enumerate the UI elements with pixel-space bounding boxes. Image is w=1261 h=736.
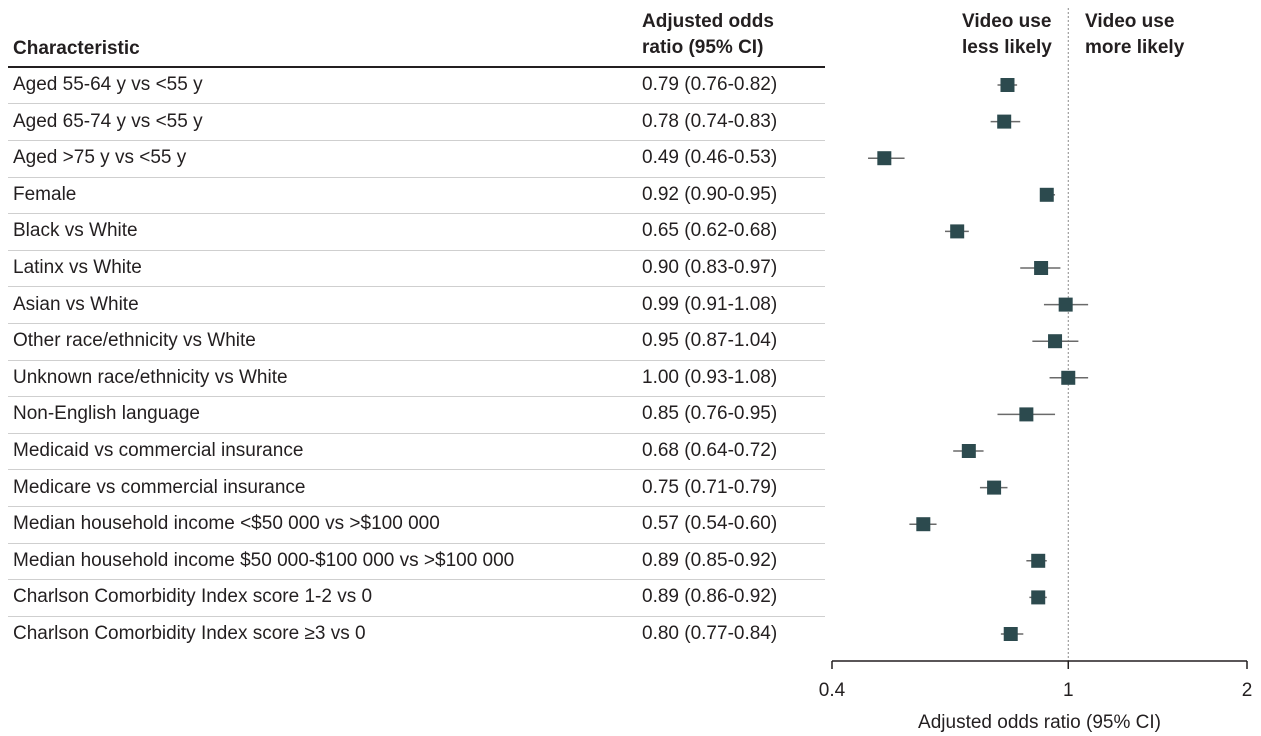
row-odds-ratio: 0.99 (0.91-1.08): [642, 293, 778, 315]
row-label: Median household income <$50 000 vs >$10…: [13, 513, 440, 535]
point-estimate-marker: [1003, 627, 1018, 641]
row-odds-ratio: 1.00 (0.93-1.08): [642, 366, 778, 388]
point-estimate-marker: [1034, 261, 1049, 275]
row-odds-ratio: 0.92 (0.90-0.95): [642, 183, 778, 205]
row-separator: [8, 506, 825, 507]
row-odds-ratio: 0.89 (0.85-0.92): [642, 549, 778, 571]
row-odds-ratio: 0.80 (0.77-0.84): [642, 623, 778, 644]
row-label: Latinx vs White: [13, 257, 142, 278]
row-separator: [8, 140, 825, 141]
less-likely-header-line1: Video use: [962, 11, 1052, 32]
point-estimate-marker: [1031, 553, 1046, 568]
point-estimate-marker: [1000, 78, 1015, 92]
point-estimate-marker: [1031, 590, 1046, 605]
row-separator: [8, 177, 825, 178]
row-odds-ratio: 0.78 (0.74-0.83): [642, 110, 778, 132]
point-estimate-marker: [1039, 187, 1054, 202]
row-separator: [8, 616, 825, 617]
row-label: Medicare vs commercial insurance: [13, 476, 306, 498]
row-odds-ratio: 0.49 (0.46-0.53): [642, 147, 778, 169]
header-rule: [8, 66, 825, 68]
row-label: Black vs White: [13, 220, 138, 242]
row-separator: [8, 396, 825, 397]
less-likely-header-line2: less likely: [962, 37, 1052, 58]
odds-ratio-header-line2: ratio (95% CI): [642, 37, 764, 58]
row-separator: [8, 433, 825, 434]
row-label: Aged >75 y vs <55 y: [13, 147, 187, 169]
row-separator: [8, 213, 825, 214]
row-separator: [8, 469, 825, 470]
row-odds-ratio: 0.68 (0.64-0.72): [642, 440, 778, 461]
row-separator: [8, 360, 825, 361]
point-estimate-marker: [987, 480, 1002, 495]
row-separator: [8, 286, 825, 287]
point-estimate-marker: [950, 224, 965, 239]
row-odds-ratio: 0.95 (0.87-1.04): [642, 330, 778, 352]
row-label: Non-English language: [13, 403, 200, 425]
point-estimate-marker: [997, 114, 1012, 129]
point-estimate-marker: [961, 444, 976, 458]
point-estimate-marker: [1061, 370, 1076, 385]
more-likely-header-line2: more likely: [1085, 37, 1185, 58]
row-odds-ratio: 0.89 (0.86-0.92): [642, 586, 778, 608]
point-estimate-marker: [1048, 334, 1063, 349]
row-label: Medicaid vs commercial insurance: [13, 440, 304, 461]
row-label: Charlson Comorbidity Index score ≥3 vs 0: [13, 623, 366, 644]
point-estimate-marker: [877, 151, 892, 166]
more-likely-header-line1: Video use: [1085, 11, 1175, 32]
row-odds-ratio: 0.90 (0.83-0.97): [642, 257, 778, 278]
row-label: Aged 55-64 y vs <55 y: [13, 74, 203, 95]
row-separator: [8, 543, 825, 544]
row-separator: [8, 250, 825, 251]
x-tick-label: 1: [1063, 680, 1074, 701]
x-tick-label: 0.4: [819, 680, 846, 701]
row-odds-ratio: 0.85 (0.76-0.95): [642, 403, 778, 425]
row-odds-ratio: 0.57 (0.54-0.60): [642, 513, 778, 535]
row-odds-ratio: 0.65 (0.62-0.68): [642, 220, 778, 242]
characteristic-header: Characteristic: [13, 38, 140, 59]
row-label: Aged 65-74 y vs <55 y: [13, 110, 203, 132]
point-estimate-marker: [916, 517, 931, 532]
row-odds-ratio: 0.79 (0.76-0.82): [642, 74, 778, 95]
row-label: Charlson Comorbidity Index score 1-2 vs …: [13, 586, 373, 608]
row-separator: [8, 103, 825, 104]
x-tick-label: 2: [1242, 680, 1253, 701]
odds-ratio-header-line1: Adjusted odds: [642, 11, 774, 32]
row-label: Unknown race/ethnicity vs White: [13, 366, 288, 388]
row-label: Female: [13, 183, 77, 205]
row-separator: [8, 579, 825, 580]
x-axis-label: Adjusted odds ratio (95% CI): [918, 712, 1161, 733]
row-label: Asian vs White: [13, 293, 139, 315]
row-separator: [8, 323, 825, 324]
point-estimate-marker: [1058, 297, 1073, 312]
point-estimate-marker: [1019, 407, 1034, 422]
row-label: Other race/ethnicity vs White: [13, 330, 256, 352]
row-odds-ratio: 0.75 (0.71-0.79): [642, 476, 778, 498]
row-label: Median household income $50 000-$100 000…: [13, 549, 515, 571]
